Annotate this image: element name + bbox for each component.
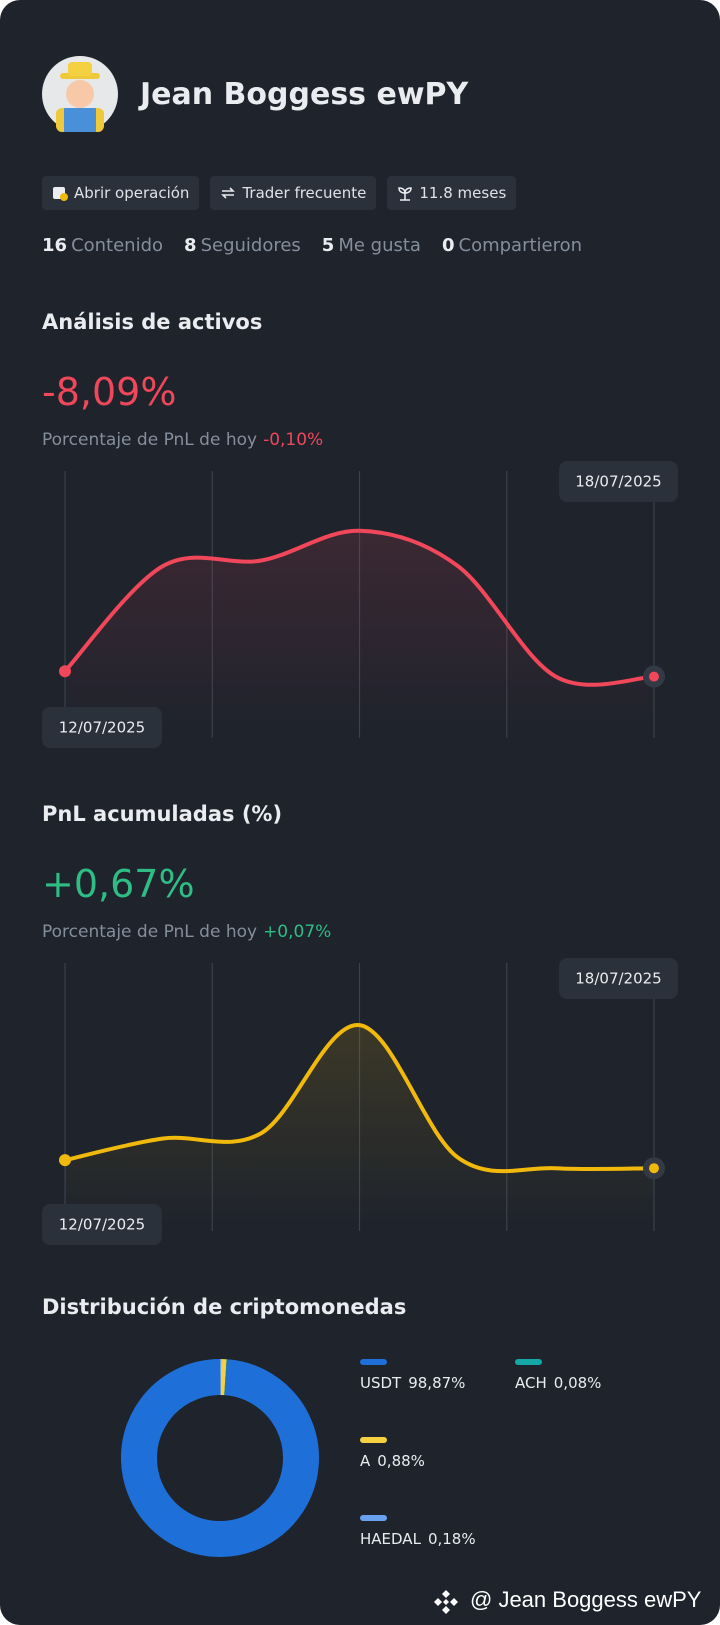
- stat-label: Me gusta: [338, 235, 421, 256]
- headline: -8,09%: [42, 370, 177, 414]
- date-box: [42, 707, 162, 748]
- area-fill: [65, 530, 654, 738]
- icon: [398, 187, 413, 201]
- badge-label: Trader frecuente: [242, 184, 367, 202]
- start-dot: [59, 665, 71, 678]
- logo: [434, 1590, 458, 1614]
- icon: [53, 187, 68, 201]
- stat-label: Contenido: [71, 235, 164, 256]
- stat-count: 5: [321, 235, 335, 256]
- legend-entry: A 0,88%: [360, 1452, 425, 1470]
- badge: Abrir operación: [42, 176, 200, 210]
- date-label: 18/07/2025: [575, 970, 661, 988]
- icon: [221, 187, 236, 199]
- date-box: [559, 461, 678, 502]
- user-name: Jean Boggess ewPY: [140, 77, 469, 112]
- legend-swatch: [360, 1515, 387, 1521]
- line: [63, 528, 656, 687]
- subtitle-row: Porcentaje de PnL de hoy -0,10%: [42, 429, 323, 451]
- stat: 0 Compartieron: [442, 234, 582, 258]
- stat-count: 0: [441, 235, 455, 256]
- legend-name: HAEDAL: [360, 1530, 422, 1548]
- badge-label: Abrir operación: [74, 184, 190, 202]
- area-fill: [65, 1024, 654, 1231]
- legend-value: 0,18%: [428, 1530, 476, 1548]
- badges: Abrir operación Trader frecuente 11.8 me…: [42, 176, 517, 210]
- legend-swatch: [360, 1437, 387, 1443]
- start-dot: [59, 1154, 71, 1167]
- stat: 16 Contenido: [42, 234, 163, 258]
- date-box: [559, 958, 678, 999]
- legend-entry: USDT 98,87%: [360, 1374, 465, 1392]
- stat: 5 Me gusta: [322, 234, 421, 258]
- legend-name: A: [360, 1452, 371, 1470]
- today-value: -0,10%: [263, 430, 324, 450]
- footer: @ Jean Boggess ewPY: [470, 1587, 702, 1612]
- date-label: 12/07/2025: [59, 719, 145, 737]
- stat-count: 8: [184, 235, 197, 256]
- subtitle: Porcentaje de PnL de hoy: [42, 922, 258, 942]
- badge-label: 11.8 meses: [419, 184, 507, 202]
- section-title: Análisis de activos: [42, 310, 263, 334]
- legend-value: 98,87%: [408, 1374, 465, 1392]
- date-box: [42, 1204, 162, 1245]
- end-dot: [649, 671, 659, 682]
- legend-name: ACH: [515, 1374, 547, 1392]
- end-dot: [649, 1163, 659, 1174]
- today-value: +0,07%: [263, 922, 332, 942]
- legend-swatch: [515, 1359, 542, 1365]
- donut-slice: [120, 1359, 319, 1557]
- date-label: 12/07/2025: [59, 1216, 145, 1234]
- stat-label: Compartieron: [458, 235, 583, 256]
- stat: 8 Seguidores: [184, 234, 301, 258]
- section-title: Distribución de criptomonedas: [42, 1295, 407, 1319]
- stat-count: 16: [42, 235, 68, 256]
- stat-label: Seguidores: [200, 235, 301, 256]
- legend-entry: ACH 0,08%: [515, 1374, 601, 1392]
- legend-swatch: [360, 1359, 387, 1365]
- avatar: [42, 56, 118, 132]
- legend-value: 0,08%: [554, 1374, 602, 1392]
- subtitle: Porcentaje de PnL de hoy: [42, 430, 258, 450]
- legend-value: 0,88%: [377, 1452, 425, 1470]
- legend-name: USDT: [360, 1374, 402, 1392]
- badge: Trader frecuente: [210, 176, 377, 210]
- subtitle-row: Porcentaje de PnL de hoy +0,07%: [42, 921, 331, 943]
- headline: +0,67%: [42, 862, 195, 906]
- stats: 16 Contenido 8 Seguidores 5 Me gusta 0 Compa…: [42, 234, 582, 258]
- date-label: 18/07/2025: [575, 473, 661, 491]
- section-title: PnL acumuladas (%): [42, 802, 283, 826]
- badge: 11.8 meses: [387, 176, 517, 210]
- legend-entry: HAEDAL 0,18%: [360, 1530, 476, 1548]
- line: [63, 1023, 656, 1174]
